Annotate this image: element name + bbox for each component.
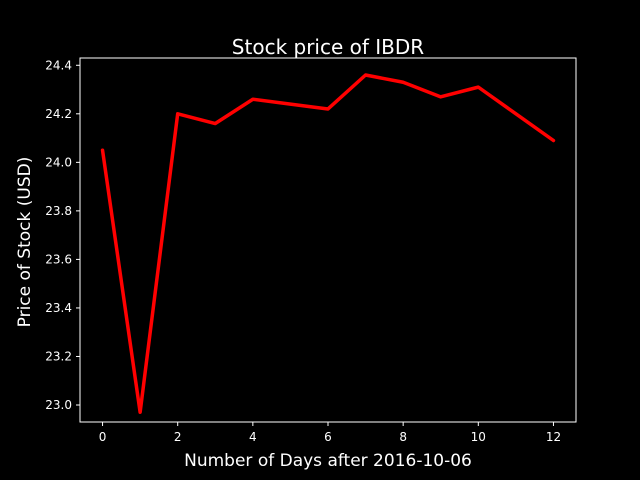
series-line [100, 73, 556, 415]
y-tick-label: 23.4 [45, 301, 72, 315]
x-tick-label: 4 [249, 430, 257, 444]
x-tick-label: 8 [399, 430, 407, 444]
y-tick-label: 24.4 [45, 58, 72, 72]
y-tick-label: 23.2 [45, 349, 72, 363]
chart-title: Stock price of IBDR [232, 35, 424, 59]
y-tick-label: 23.6 [45, 252, 72, 266]
y-axis-label: Price of Stock (USD) [15, 157, 35, 328]
y-tick-label: 23.8 [45, 204, 72, 218]
x-tick-label: 10 [471, 430, 486, 444]
y-tick-label: 24.0 [45, 155, 72, 169]
series-layer [100, 73, 556, 415]
x-axis-label: Number of Days after 2016-10-06 [184, 451, 472, 471]
x-axis-ticks: 0 2 4 6 8 10 12 [99, 422, 561, 444]
y-tick-label: 23.0 [45, 398, 72, 412]
x-tick-label: 2 [174, 430, 182, 444]
x-tick-label: 6 [324, 430, 332, 444]
y-tick-label: 24.2 [45, 107, 72, 121]
y-axis-ticks: 23.0 23.2 23.4 23.6 23.8 24.0 24.2 24.4 [45, 58, 80, 412]
x-tick-label: 0 [99, 430, 107, 444]
x-tick-label: 12 [546, 430, 561, 444]
